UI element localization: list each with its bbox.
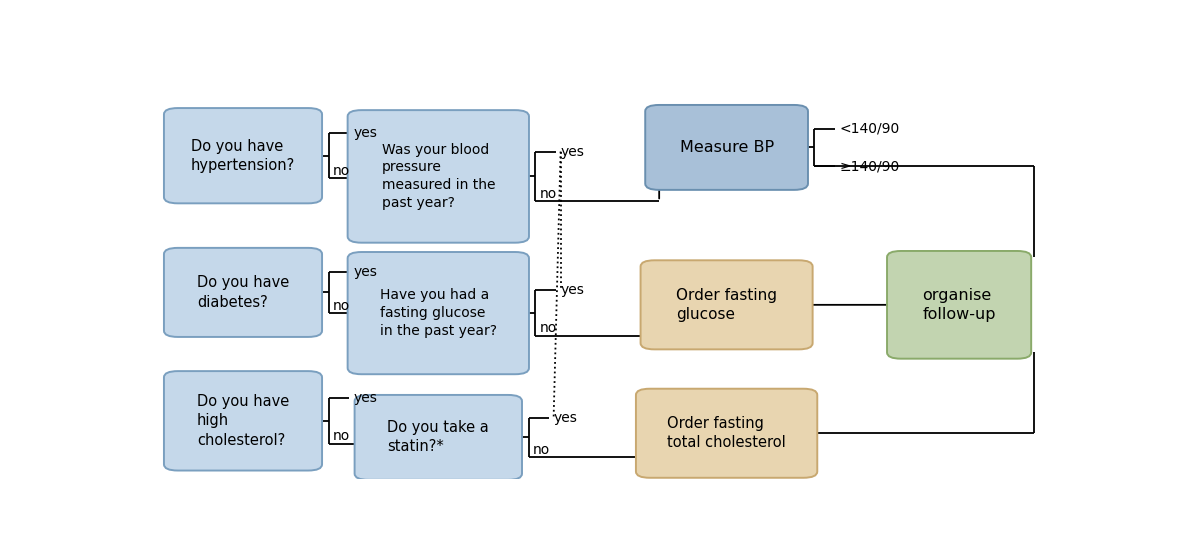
Text: yes: yes (560, 284, 584, 298)
Text: no: no (334, 164, 350, 178)
FancyBboxPatch shape (348, 110, 529, 243)
Text: yes: yes (354, 126, 378, 140)
Text: no: no (334, 299, 350, 313)
Text: yes: yes (354, 391, 378, 405)
FancyBboxPatch shape (164, 371, 322, 471)
FancyBboxPatch shape (348, 252, 529, 374)
FancyBboxPatch shape (887, 251, 1031, 359)
Text: Have you had a
fasting glucose
in the past year?: Have you had a fasting glucose in the pa… (379, 288, 497, 338)
Text: <140/90: <140/90 (840, 122, 900, 136)
FancyBboxPatch shape (355, 395, 522, 480)
Text: organise
follow-up: organise follow-up (923, 288, 996, 322)
FancyBboxPatch shape (636, 389, 817, 478)
Text: Do you have
high
cholesterol?: Do you have high cholesterol? (197, 394, 289, 448)
Text: ≥140/90: ≥140/90 (840, 159, 900, 173)
FancyBboxPatch shape (164, 108, 322, 203)
Text: Do you take a
statin?*: Do you take a statin?* (388, 420, 490, 455)
Text: Do you have
diabetes?: Do you have diabetes? (197, 275, 289, 309)
Text: Measure BP: Measure BP (679, 140, 774, 155)
FancyBboxPatch shape (164, 248, 322, 337)
Text: no: no (334, 429, 350, 443)
Text: yes: yes (354, 265, 378, 279)
Text: yes: yes (560, 145, 584, 159)
Text: yes: yes (553, 410, 577, 424)
Text: Order fasting
total cholesterol: Order fasting total cholesterol (667, 416, 786, 450)
Text: no: no (540, 187, 557, 201)
Text: no: no (540, 321, 557, 336)
Text: Do you have
hypertension?: Do you have hypertension? (191, 139, 295, 173)
FancyBboxPatch shape (646, 105, 808, 190)
Text: Order fasting
glucose: Order fasting glucose (676, 288, 778, 322)
Text: Was your blood
pressure
measured in the
past year?: Was your blood pressure measured in the … (382, 143, 496, 210)
Text: no: no (533, 443, 551, 457)
FancyBboxPatch shape (641, 260, 812, 349)
